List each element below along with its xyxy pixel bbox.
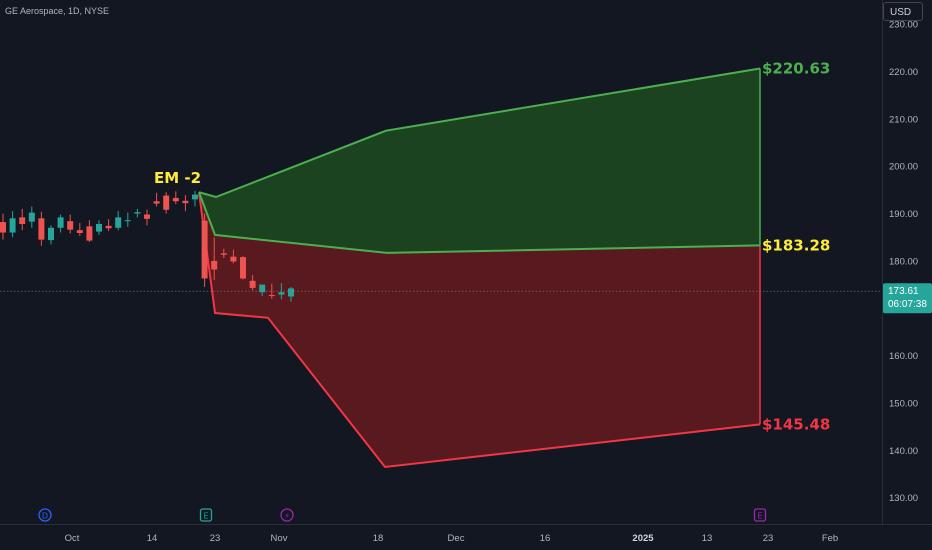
earnings-marker xyxy=(753,508,767,522)
time-tick-label: 18 xyxy=(373,533,384,544)
price-tick-label: 180.00 xyxy=(889,256,918,267)
candle-body xyxy=(249,280,256,288)
candle-body xyxy=(28,212,35,222)
candle-body xyxy=(0,222,6,233)
candle-body xyxy=(105,225,112,229)
candle-body xyxy=(48,227,54,241)
bar-countdown: 06:07:38 xyxy=(888,299,927,310)
candle-body xyxy=(86,226,93,241)
price-tick-label: 190.00 xyxy=(889,209,918,220)
time-tick-label: 13 xyxy=(702,533,713,544)
candle-body xyxy=(38,218,45,240)
time-tick-label: Nov xyxy=(271,533,288,544)
time-tick-label: Feb xyxy=(822,533,838,544)
price-tick-label: 140.00 xyxy=(889,446,918,457)
candle-body xyxy=(288,288,294,297)
price-tick-label: 160.00 xyxy=(889,351,918,362)
upper-zone-top-line xyxy=(198,67,761,199)
candle-body xyxy=(182,200,189,204)
event-marker-letter: ⚡ xyxy=(284,512,290,521)
upper-zone-mid-line xyxy=(198,191,761,254)
time-tick-label: Oct xyxy=(65,533,80,544)
time-tick-label: 23 xyxy=(210,533,221,544)
time-tick-label: 16 xyxy=(540,533,551,544)
candle-body xyxy=(67,221,74,230)
symbol-title: GE Aerospace, 1D, NYSE xyxy=(5,6,110,16)
price-tick-label: 230.00 xyxy=(889,20,918,31)
event-marker-letter: D xyxy=(42,512,48,521)
candle-body xyxy=(96,223,102,232)
candlestick-series xyxy=(0,190,294,302)
upper-zone-fill xyxy=(199,68,760,253)
target-price-label: $145.48 xyxy=(762,415,830,433)
split-marker xyxy=(280,508,294,522)
candle-body xyxy=(134,212,141,214)
price-tick-label: 130.00 xyxy=(889,493,918,504)
candle-body xyxy=(268,295,275,297)
candle-body xyxy=(76,230,83,233)
event-markers: D E ⚡ E xyxy=(38,508,767,522)
candle-body xyxy=(220,253,227,255)
event-marker-letter: E xyxy=(203,512,208,521)
candle-body xyxy=(19,217,26,224)
currency-selector[interactable]: USD xyxy=(883,2,923,21)
candle-body xyxy=(240,257,246,279)
time-axis[interactable]: Oct 14 23 Nov 18 Dec 16 2025 13 23 Feb xyxy=(65,533,839,544)
time-tick-label: 14 xyxy=(147,533,158,544)
current-price-tag: 173.61 06:07:38 xyxy=(883,283,932,314)
candle-body xyxy=(163,195,170,210)
current-price-tag-bg xyxy=(883,283,932,314)
lower-zone-fill xyxy=(199,192,760,467)
price-axis[interactable]: 230.00 220.00 210.00 200.00 190.00 180.00 160.… xyxy=(889,20,918,505)
candle-body xyxy=(172,197,179,202)
price-tick-label: 220.00 xyxy=(889,67,918,78)
candle-body xyxy=(201,220,208,279)
target-price-label: $183.28 xyxy=(762,236,830,254)
expected-move-zones xyxy=(198,67,761,469)
candle-body xyxy=(144,214,150,219)
candle-body xyxy=(153,201,160,204)
candle-body xyxy=(278,292,285,295)
lower-zone-bottom-line xyxy=(198,192,761,469)
candle-body xyxy=(115,217,122,228)
earnings-marker xyxy=(199,508,213,522)
current-price-value: 173.61 xyxy=(888,286,919,297)
price-tick-label: 150.00 xyxy=(889,399,918,410)
price-tick-label: 200.00 xyxy=(889,162,918,173)
candle-body xyxy=(124,220,131,222)
time-tick-label: Dec xyxy=(448,533,465,544)
event-marker-letter: E xyxy=(757,512,762,521)
dividend-marker xyxy=(38,508,52,522)
candle-body xyxy=(230,256,237,262)
candle-body xyxy=(192,194,198,200)
candle-body xyxy=(9,218,16,233)
target-price-label: $220.63 xyxy=(762,60,830,78)
time-tick-label: 2025 xyxy=(632,533,654,544)
time-tick-label: 23 xyxy=(763,533,774,544)
candle-body xyxy=(259,284,266,293)
candle-body xyxy=(211,260,218,270)
price-tick-label: 210.00 xyxy=(889,114,918,125)
em-annotation: EM -2 xyxy=(154,169,201,187)
candle-body xyxy=(57,217,64,228)
annotation-labels: EM -2 $220.63 $183.28 $145.48 xyxy=(154,60,830,434)
